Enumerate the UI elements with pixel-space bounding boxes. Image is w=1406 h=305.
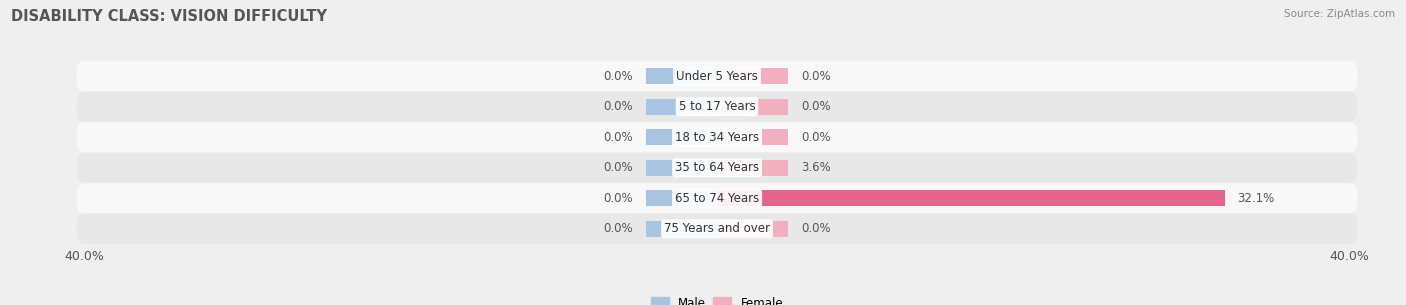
Text: 0.0%: 0.0% xyxy=(603,131,633,144)
Text: 32.1%: 32.1% xyxy=(1237,192,1275,205)
Text: 0.0%: 0.0% xyxy=(603,100,633,113)
Text: DISABILITY CLASS: VISION DIFFICULTY: DISABILITY CLASS: VISION DIFFICULTY xyxy=(11,9,328,24)
Bar xyxy=(645,68,717,84)
Text: 0.0%: 0.0% xyxy=(801,100,831,113)
Bar xyxy=(717,68,789,84)
Bar xyxy=(717,160,789,176)
Text: 0.0%: 0.0% xyxy=(801,222,831,235)
Text: 0.0%: 0.0% xyxy=(603,192,633,205)
Text: 0.0%: 0.0% xyxy=(603,161,633,174)
FancyBboxPatch shape xyxy=(76,122,1358,152)
Bar xyxy=(645,129,717,145)
Text: Under 5 Years: Under 5 Years xyxy=(676,70,758,83)
Bar xyxy=(645,160,717,176)
Text: 5 to 17 Years: 5 to 17 Years xyxy=(679,100,755,113)
Text: 0.0%: 0.0% xyxy=(603,70,633,83)
Bar xyxy=(717,221,789,237)
FancyBboxPatch shape xyxy=(76,153,1358,183)
Bar xyxy=(645,99,717,115)
Bar xyxy=(717,99,789,115)
Text: 75 Years and over: 75 Years and over xyxy=(664,222,770,235)
Bar xyxy=(645,190,717,206)
FancyBboxPatch shape xyxy=(76,183,1358,213)
Text: Source: ZipAtlas.com: Source: ZipAtlas.com xyxy=(1284,9,1395,19)
Text: 0.0%: 0.0% xyxy=(801,70,831,83)
Text: 0.0%: 0.0% xyxy=(801,131,831,144)
Bar xyxy=(717,190,1225,206)
Text: 35 to 64 Years: 35 to 64 Years xyxy=(675,161,759,174)
Text: 65 to 74 Years: 65 to 74 Years xyxy=(675,192,759,205)
FancyBboxPatch shape xyxy=(76,214,1358,244)
FancyBboxPatch shape xyxy=(76,61,1358,91)
Bar xyxy=(645,221,717,237)
Text: 3.6%: 3.6% xyxy=(801,161,831,174)
Text: 18 to 34 Years: 18 to 34 Years xyxy=(675,131,759,144)
Text: 0.0%: 0.0% xyxy=(603,222,633,235)
Bar xyxy=(717,129,789,145)
FancyBboxPatch shape xyxy=(76,92,1358,122)
Legend: Male, Female: Male, Female xyxy=(647,292,787,305)
